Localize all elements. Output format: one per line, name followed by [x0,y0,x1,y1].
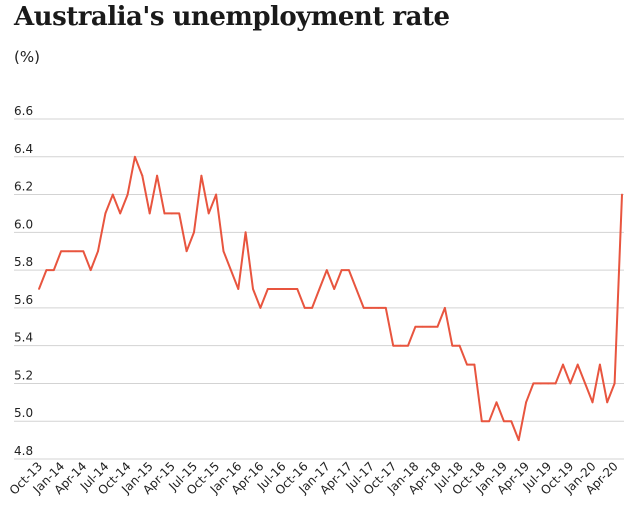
data-point [488,420,491,423]
data-point [97,250,99,253]
data-point [141,174,144,177]
series-line-unemployment-rate [38,155,623,442]
data-point [318,288,321,290]
data-point [244,231,247,234]
data-point [355,288,358,290]
data-point [67,250,70,253]
data-point [510,420,513,423]
data-point [517,439,520,442]
unit-label: (%) [14,48,40,66]
data-point [60,250,63,253]
chart-title: Australia's unemployment rate [14,2,450,32]
data-point [215,193,218,196]
data-point [193,231,195,234]
data-point [185,250,188,253]
gridlines [14,118,624,460]
data-point [606,401,609,404]
data-point [119,212,122,215]
data-point [414,325,417,328]
x-axis-ticks: Oct-13Jan-14Apr-14Jul-14Oct-14Jan-15Apr-… [7,459,621,497]
data-point [207,212,210,215]
data-point [621,193,623,196]
y-tick-label: 5.0 [14,406,33,420]
data-point [303,306,306,309]
data-point [274,288,277,290]
data-point [148,212,151,215]
y-tick-label: 6.6 [14,104,33,118]
data-point [311,306,313,309]
data-point [547,382,550,385]
data-point [436,325,439,328]
data-point [421,325,424,328]
data-point [377,306,380,309]
series [38,155,623,442]
y-tick-label: 5.4 [14,331,33,345]
data-point [458,344,461,347]
y-tick-label: 5.8 [14,255,33,269]
y-tick-label: 6.0 [14,217,33,231]
data-point [296,288,299,290]
data-point [340,269,343,272]
data-point [82,250,85,253]
data-point [473,363,476,366]
data-point [613,382,616,385]
data-point [532,382,535,385]
y-tick-label: 4.8 [14,444,33,458]
data-point [348,269,350,272]
data-point [429,325,432,328]
data-point [362,306,365,309]
data-point [443,306,446,309]
data-point [591,401,594,404]
data-point [126,193,129,196]
data-point [38,288,40,290]
data-point [89,269,92,272]
data-point [200,174,203,177]
data-point [259,306,262,309]
data-point [495,401,498,404]
data-point [554,382,557,385]
data-point [289,288,291,290]
data-point [237,288,240,290]
data-point [52,269,55,272]
data-point [281,288,284,290]
data-point [584,382,587,385]
data-point [325,269,328,272]
data-point [503,420,505,423]
y-tick-label: 5.6 [14,293,33,307]
data-point [539,382,542,385]
data-point [156,174,158,177]
data-point [569,382,572,385]
data-point [104,212,107,215]
data-point [525,401,527,404]
data-point [266,288,269,290]
y-axis-ticks: 4.8 5.0 5.2 5.4 5.6 5.8 6.0 6.2 6.4 6.6 [14,104,33,458]
data-point [229,269,232,272]
data-point [384,306,387,309]
data-point [562,363,564,366]
data-point [480,420,483,423]
data-point [111,193,114,196]
data-point [222,250,225,253]
data-point [370,306,372,309]
data-point [252,288,254,290]
data-point [392,344,395,347]
y-tick-label: 6.2 [14,180,33,194]
data-point [163,212,166,215]
data-point [134,155,136,158]
data-point [178,212,181,215]
data-point [170,212,173,215]
data-point [451,344,454,347]
data-point [576,363,579,366]
data-point [74,250,77,253]
data-point [45,269,48,272]
data-point [333,288,336,290]
y-tick-label: 6.4 [14,142,33,156]
data-point [466,363,468,366]
data-point [399,344,402,347]
y-tick-label: 5.2 [14,368,33,382]
data-point [598,363,601,366]
data-point [407,344,409,347]
